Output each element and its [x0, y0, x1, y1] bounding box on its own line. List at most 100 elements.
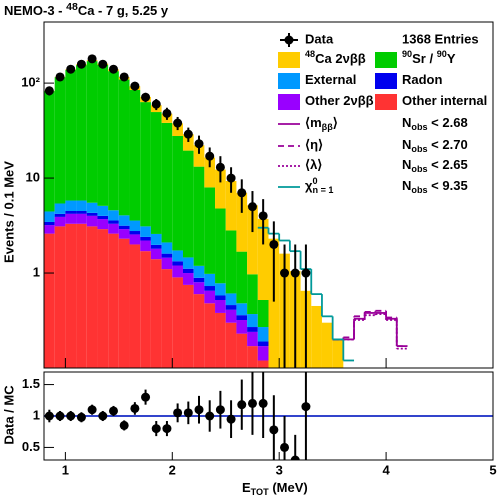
histogram-bar: [311, 305, 322, 368]
legend-label: χ0 n = 1: [305, 176, 333, 195]
label-part: Sr /: [412, 51, 437, 66]
legend-label: Data: [305, 31, 334, 46]
data-point: [55, 411, 65, 421]
histogram-bar: [76, 200, 87, 212]
data-point: [98, 59, 108, 69]
data-point: [301, 268, 311, 278]
label-part: obs: [411, 185, 427, 195]
data-point: [108, 406, 118, 416]
label-part: ⟨η⟩: [305, 137, 323, 152]
histogram-bar: [182, 284, 194, 368]
histogram-bar: [65, 69, 77, 201]
histogram-bar: [182, 257, 194, 269]
main-plot: [44, 54, 408, 368]
histogram-bar: [65, 213, 77, 224]
data-point: [215, 162, 225, 172]
histogram-bar: [204, 187, 216, 274]
legend-label: ⟨η⟩: [305, 137, 323, 152]
histogram-bar: [86, 61, 98, 203]
x-tick-label: 3: [276, 462, 283, 477]
data-point: [66, 64, 76, 74]
histogram-bar: [65, 200, 77, 212]
data-point: [55, 72, 65, 82]
histogram-bar: [182, 134, 194, 151]
label-part: N: [402, 157, 411, 172]
histogram-bar: [225, 293, 237, 306]
legend-swatch: [375, 52, 397, 68]
histogram-bar: [76, 211, 87, 214]
histogram-bar: [193, 265, 205, 278]
y-axis-label: Events / 0.1 MeV: [1, 161, 16, 263]
histogram-bar: [54, 226, 66, 368]
histogram-bar: [140, 226, 151, 237]
histogram-bar: [236, 320, 248, 334]
label-part: E: [242, 480, 251, 495]
legend-label: Radon: [402, 72, 443, 87]
histogram-bar: [225, 181, 237, 231]
histogram-bar: [215, 283, 226, 296]
label-part: 48: [305, 49, 315, 59]
histogram-bar: [182, 150, 194, 258]
data-point: [119, 420, 129, 430]
data-point: [226, 173, 236, 183]
chart-title: NEMO-3 - 48Ca - 7 g, 5.25 y: [4, 1, 169, 19]
histogram-bar: [193, 166, 205, 266]
y-tick-label: 1.5: [22, 376, 40, 391]
histogram-bar: [140, 251, 151, 368]
histogram-bar: [172, 250, 183, 262]
histogram-bar: [215, 312, 226, 368]
label-part: 0: [312, 176, 317, 186]
histogram-bar: [108, 71, 119, 211]
data-point: [194, 139, 204, 149]
histogram-bar: [182, 268, 194, 274]
data-point: [66, 411, 76, 421]
y-tick-label: 1: [33, 407, 40, 422]
histogram-bar: [204, 286, 216, 291]
histogram-bar: [150, 248, 162, 260]
histogram-bar: [268, 238, 280, 368]
data-point: [76, 412, 86, 422]
histogram-bar: [86, 215, 98, 227]
label-part: (MeV): [269, 480, 308, 495]
label-part: < 2.65: [428, 157, 468, 172]
legend-label: ⟨λ⟩: [305, 157, 322, 172]
histogram-bar: [97, 215, 109, 220]
entries-label: 1368 Entries: [402, 31, 479, 46]
legend-marker: [284, 35, 294, 45]
main-frame: [43, 21, 494, 369]
y-tick-label: 1: [33, 264, 40, 279]
histogram-bar: [247, 331, 258, 347]
histogram-bar: [172, 265, 183, 278]
histogram-bar: [247, 274, 258, 315]
histogram-bar: [215, 208, 226, 284]
data-point: [247, 202, 257, 212]
histogram-bar: [236, 303, 248, 316]
histogram-bar: [129, 90, 141, 221]
nobs-label: Nobs < 9.35: [402, 178, 468, 195]
histogram-bar: [257, 346, 269, 361]
label-part: N: [402, 115, 411, 130]
histogram-bar: [193, 145, 205, 167]
data-point: [258, 211, 268, 221]
label-part: 48: [66, 1, 78, 13]
legend-swatch: [278, 73, 300, 89]
histogram-bar: [247, 346, 258, 368]
ratio-plot: [44, 372, 493, 460]
histogram-bar: [65, 211, 77, 214]
histogram-bar: [161, 242, 173, 254]
histogram-bar: [44, 233, 55, 368]
histogram-bar: [150, 259, 162, 368]
histogram-bar: [129, 220, 141, 232]
label-part: obs: [411, 164, 427, 174]
histogram-bar: [257, 327, 269, 342]
legend-swatch: [278, 52, 300, 68]
legend-label: Other 2νββ: [305, 93, 374, 108]
histogram-bar: [247, 327, 258, 332]
data-point: [173, 118, 183, 128]
histogram-bar: [225, 322, 237, 368]
histogram-bar: [97, 229, 109, 368]
legend-label: ⟨mββ⟩: [305, 115, 338, 132]
data-point: [44, 86, 54, 96]
nobs-label: Nobs < 2.65: [402, 157, 468, 174]
label-part: Ca 2νββ: [315, 51, 366, 66]
